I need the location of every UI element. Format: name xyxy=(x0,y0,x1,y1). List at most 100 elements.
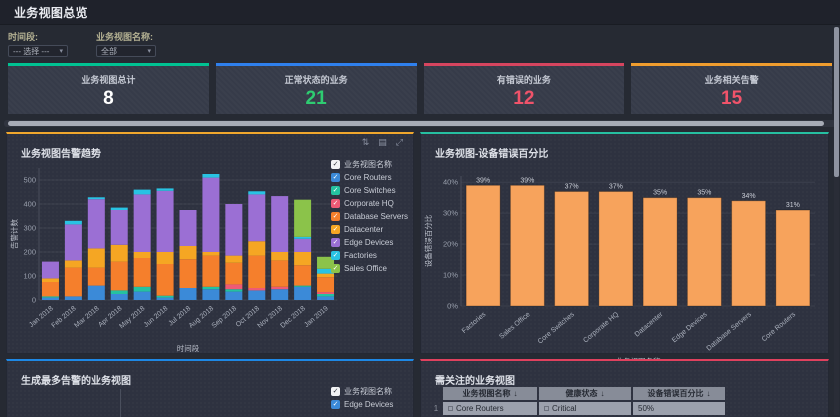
bar-segment-sales-office[interactable] xyxy=(294,199,312,237)
bar-segment-core-switches[interactable] xyxy=(41,296,59,298)
bar-segment-sales-office[interactable] xyxy=(317,256,335,269)
bar-segment-edge-devices[interactable] xyxy=(87,199,105,249)
bar-segment-factories[interactable] xyxy=(156,188,174,191)
legend-item-core-switches[interactable]: ✓ Core Switches xyxy=(331,184,407,197)
vertical-scrollbar-thumb[interactable] xyxy=(834,27,839,177)
bar-segment-core-routers[interactable] xyxy=(41,297,59,300)
stat-card-2[interactable]: 有错误的业务 12 xyxy=(423,63,625,114)
bar-segment-edge-devices[interactable] xyxy=(156,190,174,252)
table-row[interactable]: 1 Core Routers Critical 50% xyxy=(431,402,725,415)
bar-segment-core-routers[interactable] xyxy=(179,288,197,300)
bar-segment-edge-devices[interactable] xyxy=(271,196,289,252)
bar-segment-database-servers[interactable] xyxy=(317,277,335,293)
bar-segment-factories[interactable] xyxy=(202,174,220,178)
bar-corporate-hq[interactable] xyxy=(598,190,634,307)
bar-segment-database-servers[interactable] xyxy=(294,265,312,286)
bar-segment-core-routers[interactable] xyxy=(87,285,105,300)
bar-datacenter[interactable] xyxy=(642,197,678,307)
bar-segment-edge-devices[interactable] xyxy=(294,238,312,252)
bar-segment-datacenter[interactable] xyxy=(110,244,128,262)
table-cell--[interactable]: Core Routers xyxy=(443,402,537,415)
sort-desc-icon[interactable]: ↓ xyxy=(600,389,605,398)
table-cell--[interactable]: Critical xyxy=(539,402,631,415)
bar-segment-database-servers[interactable] xyxy=(202,255,220,287)
legend-item-edge-devices[interactable]: ✓ Edge Devices xyxy=(331,398,407,411)
bar-segment-database-servers[interactable] xyxy=(133,258,151,287)
bar-segment-factories[interactable] xyxy=(87,197,105,200)
stat-card-0[interactable]: 业务视图总计 8 xyxy=(8,63,209,114)
bar-segment-edge-devices[interactable] xyxy=(248,194,266,242)
bar-segment-core-routers[interactable] xyxy=(294,286,312,300)
bar-segment-database-servers[interactable] xyxy=(271,260,289,287)
bar-segment-datacenter[interactable] xyxy=(294,252,312,266)
bar-segment-corporate-hq[interactable] xyxy=(225,284,243,290)
sort-desc-icon[interactable]: ↓ xyxy=(706,389,711,398)
bar-segment-datacenter[interactable] xyxy=(64,260,82,268)
bar-edge-devices[interactable] xyxy=(686,197,722,307)
bar-segment-core-routers[interactable] xyxy=(225,291,243,300)
view-name-filter-select[interactable]: 全部 ▾ xyxy=(96,45,156,57)
bar-segment-edge-devices[interactable] xyxy=(202,177,220,252)
bar-segment-core-routers[interactable] xyxy=(110,294,128,300)
column-header--[interactable]: 健康状态 ↓ xyxy=(539,387,631,400)
bar-segment-factories[interactable] xyxy=(64,220,82,225)
bar-segment-core-switches[interactable] xyxy=(110,290,128,294)
bar-segment-edge-devices[interactable] xyxy=(225,204,243,256)
legend-item-datacenter[interactable]: ✓ Datacenter xyxy=(331,223,407,236)
bar-core-routers[interactable] xyxy=(775,209,811,307)
legend-item-sales-office[interactable]: ✓ Sales Office xyxy=(331,262,407,275)
bar-database-servers[interactable] xyxy=(731,200,767,307)
legend-item-core-routers[interactable]: ✓ Core Routers xyxy=(331,171,407,184)
sort-icon[interactable]: ⇅ xyxy=(361,137,370,147)
bar-segment-datacenter[interactable] xyxy=(133,252,151,258)
bar-sales-office[interactable] xyxy=(509,184,545,307)
bar-segment-core-switches[interactable] xyxy=(156,295,174,298)
menu-icon[interactable]: ▤ xyxy=(378,137,387,147)
bar-segment-datacenter[interactable] xyxy=(87,248,105,268)
bar-segment-core-switches[interactable] xyxy=(133,286,151,292)
legend-item-corporate-hq[interactable]: ✓ Corporate HQ xyxy=(331,197,407,210)
bar-segment-edge-devices[interactable] xyxy=(179,210,197,246)
bar-segment-database-servers[interactable] xyxy=(110,261,128,291)
bar-segment-datacenter[interactable] xyxy=(179,246,197,260)
bar-segment-datacenter[interactable] xyxy=(156,252,174,264)
legend-item-database-servers[interactable]: ✓ Database Servers xyxy=(331,210,408,223)
bar-segment-edge-devices[interactable] xyxy=(41,261,59,279)
bar-segment-factories[interactable] xyxy=(294,236,312,239)
legend-item-factories[interactable]: ✓ Factories xyxy=(331,249,407,262)
bar-segment-core-switches[interactable] xyxy=(294,285,312,287)
table-cell--[interactable]: 50% xyxy=(633,402,725,415)
bar-segment-database-servers[interactable] xyxy=(64,267,82,297)
bar-segment-core-routers[interactable] xyxy=(156,297,174,300)
bar-segment-factories[interactable] xyxy=(317,268,335,274)
bar-segment-corporate-hq[interactable] xyxy=(248,288,266,291)
legend-item-select-all[interactable]: ✓ 业务视图名称 xyxy=(331,385,407,398)
bar-segment-datacenter[interactable] xyxy=(41,278,59,282)
horizontal-scrollbar[interactable] xyxy=(4,120,836,127)
expand-icon[interactable]: ⤢ xyxy=(395,137,403,147)
bar-segment-datacenter[interactable] xyxy=(225,255,243,263)
bar-segment-datacenter[interactable] xyxy=(317,273,335,278)
column-header--[interactable]: 设备错误百分比 ↓ xyxy=(633,387,725,400)
bar-segment-factories[interactable] xyxy=(248,191,266,195)
stat-card-3[interactable]: 业务相关告警 15 xyxy=(631,63,832,114)
bar-segment-core-switches[interactable] xyxy=(225,289,243,292)
bar-segment-edge-devices[interactable] xyxy=(64,224,82,261)
horizontal-scrollbar-thumb[interactable] xyxy=(8,121,824,126)
bar-factories[interactable] xyxy=(465,184,501,307)
bar-segment-corporate-hq[interactable] xyxy=(271,286,289,290)
bar-segment-edge-devices[interactable] xyxy=(133,194,151,252)
bar-core-switches[interactable] xyxy=(554,190,590,307)
bar-segment-factories[interactable] xyxy=(110,207,128,210)
bar-segment-datacenter[interactable] xyxy=(248,241,266,256)
column-header--[interactable]: 业务视图名称 ↓ xyxy=(443,387,537,400)
bar-segment-core-routers[interactable] xyxy=(248,290,266,300)
bar-segment-core-routers[interactable] xyxy=(317,296,335,300)
bar-segment-datacenter[interactable] xyxy=(202,252,220,256)
bar-segment-database-servers[interactable] xyxy=(156,264,174,296)
bar-segment-core-routers[interactable] xyxy=(133,291,151,300)
bar-segment-edge-devices[interactable] xyxy=(110,210,128,245)
bar-segment-core-switches[interactable] xyxy=(317,294,335,297)
bar-segment-core-routers[interactable] xyxy=(64,296,82,300)
bar-segment-core-routers[interactable] xyxy=(202,289,220,300)
